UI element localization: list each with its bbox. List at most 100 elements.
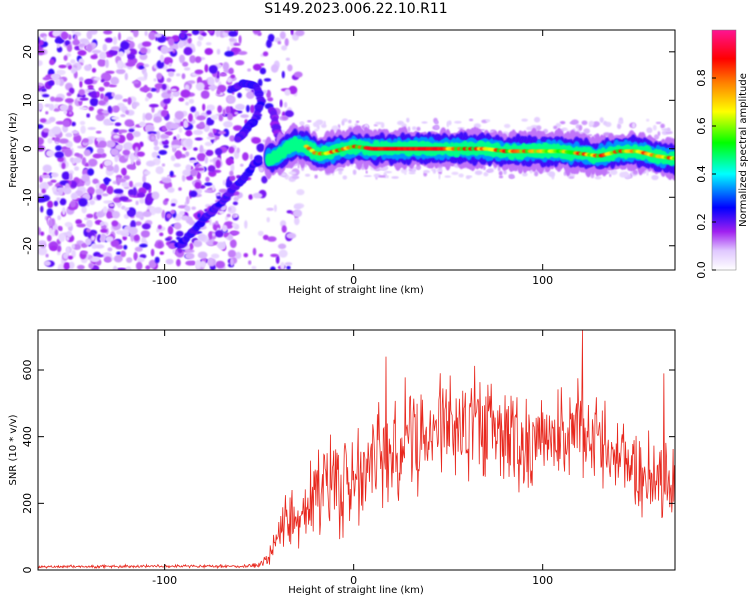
noise-blob [103, 118, 111, 126]
noise-blob [154, 33, 163, 38]
noise-blob [56, 69, 66, 76]
noise-blob [140, 230, 150, 238]
noise-blob [99, 51, 107, 60]
noise-blob [71, 121, 76, 127]
noise-blob [139, 243, 148, 248]
noise-blob [108, 203, 115, 207]
ridge-core [672, 156, 675, 161]
ridge-halo [530, 125, 538, 129]
ridge-halo [314, 128, 319, 132]
noise-blob [130, 158, 134, 165]
y-tick-label: -10 [21, 188, 34, 206]
noise-blob [125, 110, 130, 115]
noise-blob [153, 207, 163, 214]
noise-blob [208, 257, 214, 265]
noise-blob [150, 248, 155, 257]
noise-blob [111, 116, 120, 121]
noise-blob [168, 62, 172, 67]
noise-blob [73, 157, 82, 164]
noise-blob [104, 37, 113, 43]
noise-blob [38, 197, 47, 203]
snr-y-axis-label: SNR (10 * v/v) [8, 414, 19, 485]
ridge-halo [652, 124, 657, 131]
noise-blob [174, 110, 184, 120]
ridge-halo [522, 172, 528, 177]
noise-blob [214, 230, 224, 238]
snr-x-ticks: -100 0 100 [152, 330, 553, 587]
noise-blob [230, 230, 240, 235]
noise-blob [86, 213, 94, 219]
noise-blob [295, 30, 305, 37]
noise-blob [127, 53, 136, 60]
noise-blob [218, 114, 224, 122]
noise-blob [286, 232, 297, 239]
noise-blob [278, 249, 288, 258]
noise-blob [275, 255, 280, 264]
noise-blob [79, 38, 89, 44]
noise-blob [53, 200, 59, 207]
noise-blob [127, 209, 136, 217]
ridge-halo [548, 171, 556, 178]
noise-blob [121, 181, 129, 187]
noise-blob [46, 234, 52, 242]
ridge-halo [458, 173, 464, 178]
noise-blob [52, 30, 61, 37]
noise-blob [184, 252, 195, 260]
ridge-halo [646, 118, 650, 122]
noise-blob [58, 64, 67, 69]
noise-blob [99, 163, 104, 169]
noise-blob [273, 204, 277, 212]
noise-blob [92, 153, 102, 159]
noise-blob [191, 260, 196, 266]
noise-blob [80, 125, 86, 134]
noise-blob [96, 147, 105, 155]
noise-blob [191, 30, 200, 36]
ridge-halo [434, 120, 439, 125]
noise-blob [138, 65, 145, 70]
noise-blob [200, 90, 210, 99]
noise-blob [120, 250, 126, 258]
noise-blob [92, 178, 99, 185]
noise-blob [284, 89, 291, 96]
noise-blob [228, 67, 234, 75]
noise-blob [159, 251, 165, 255]
noise-blob [67, 104, 73, 113]
noise-blob [51, 126, 62, 135]
noise-blob [114, 122, 122, 127]
noise-blob [63, 55, 68, 61]
noise-blob [294, 217, 300, 226]
noise-blob [212, 233, 216, 237]
noise-blob [181, 73, 186, 80]
noise-blob [286, 265, 291, 270]
noise-blob [111, 92, 115, 98]
noise-blob [53, 97, 64, 102]
noise-blob [82, 138, 89, 143]
noise-blob [232, 48, 239, 53]
noise-blob [107, 105, 112, 114]
ridge-halo [373, 124, 378, 127]
noise-blob [97, 58, 107, 67]
noise-blob [193, 241, 203, 248]
ridge-halo [451, 171, 459, 175]
noise-blob [132, 102, 137, 109]
noise-blob [217, 130, 227, 135]
noise-blob [182, 169, 193, 177]
noise-blob [101, 193, 109, 197]
noise-blob [154, 83, 164, 89]
noise-blob [233, 42, 241, 46]
noise-blob [160, 45, 169, 55]
noise-blob [248, 260, 252, 265]
noise-blob [165, 237, 171, 242]
noise-blob [270, 64, 279, 73]
noise-blob [58, 232, 66, 242]
noise-blob [105, 140, 116, 148]
noise-blob [172, 147, 177, 153]
noise-blob [90, 235, 95, 241]
noise-blob [97, 100, 107, 106]
noise-blob [231, 222, 237, 227]
noise-blob [119, 196, 129, 202]
ridge-halo [457, 127, 465, 130]
noise-blob [40, 205, 44, 213]
noise-blob [71, 244, 76, 249]
noise-blob [197, 251, 208, 259]
